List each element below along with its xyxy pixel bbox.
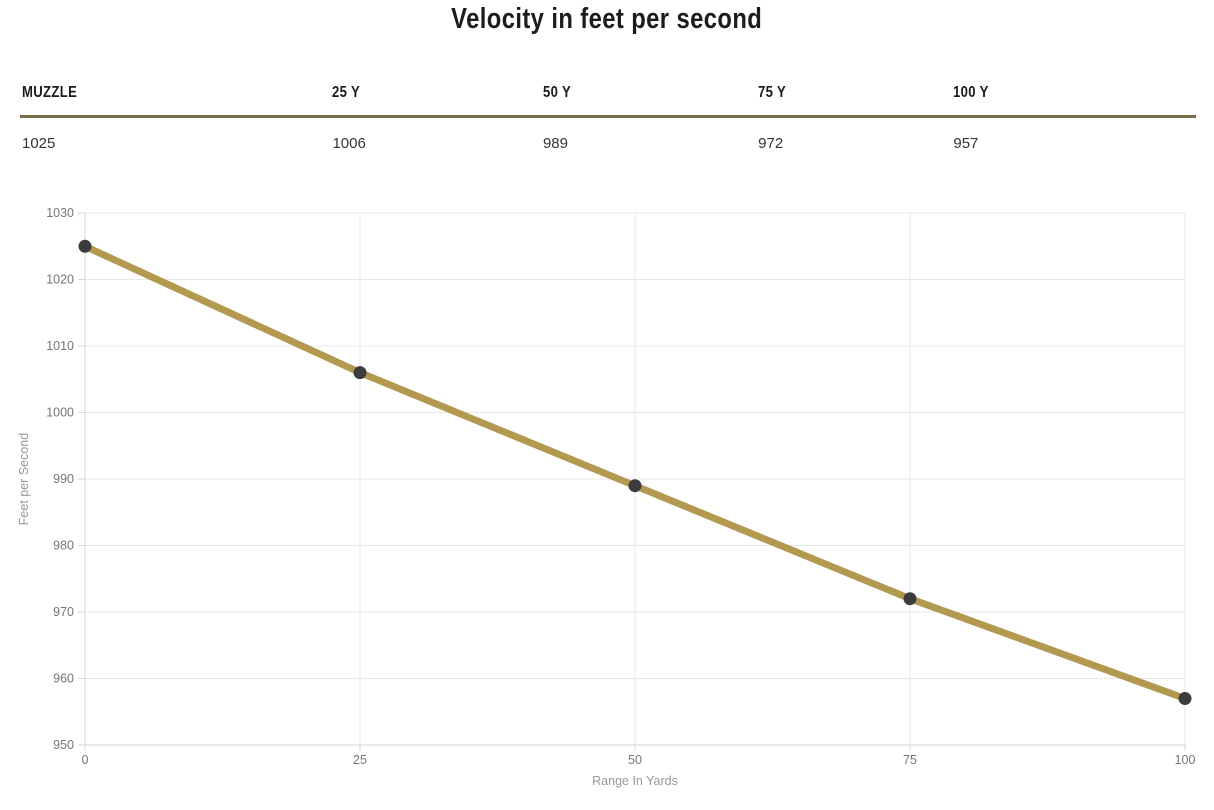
table-cell-100y: 957 [953,135,979,152]
table-header-muzzle: MUZZLE [20,84,331,118]
table-cell-75y: 972 [758,135,784,152]
velocity-table-value-row: 1025 1006 989 972 957 [20,117,1196,152]
svg-text:1000: 1000 [46,406,74,420]
velocity-table: MUZZLE 25 Y 50 Y 75 Y 100 Y 1025 1006 98… [20,84,1196,152]
table-header-50y: 50 Y [540,84,757,118]
svg-text:0: 0 [82,753,89,767]
svg-text:980: 980 [53,539,74,553]
svg-text:50: 50 [628,753,642,767]
svg-text:990: 990 [53,472,74,486]
svg-text:950: 950 [53,738,74,752]
svg-text:25: 25 [353,753,367,767]
svg-text:75: 75 [903,753,917,767]
svg-text:100: 100 [1175,753,1196,767]
svg-text:Range In Yards: Range In Yards [592,774,678,788]
svg-text:Feet per Second: Feet per Second [17,433,31,525]
page-title: Velocity in feet per second [0,0,1214,38]
velocity-table-header-row: MUZZLE 25 Y 50 Y 75 Y 100 Y [20,84,1196,118]
svg-text:960: 960 [53,672,74,686]
table-cell-50y: 989 [542,135,568,152]
svg-text:970: 970 [53,605,74,619]
table-cell-muzzle: 1025 [22,135,56,152]
table-header-25y: 25 Y [330,84,541,118]
svg-text:1010: 1010 [46,339,74,353]
svg-text:1020: 1020 [46,273,74,287]
table-cell-25y: 1006 [332,135,366,152]
table-header-100y: 100 Y [951,84,1196,118]
svg-text:1030: 1030 [46,206,74,220]
page-title-text: Velocity in feet per second [451,3,763,35]
table-header-75y: 75 Y [756,84,952,118]
